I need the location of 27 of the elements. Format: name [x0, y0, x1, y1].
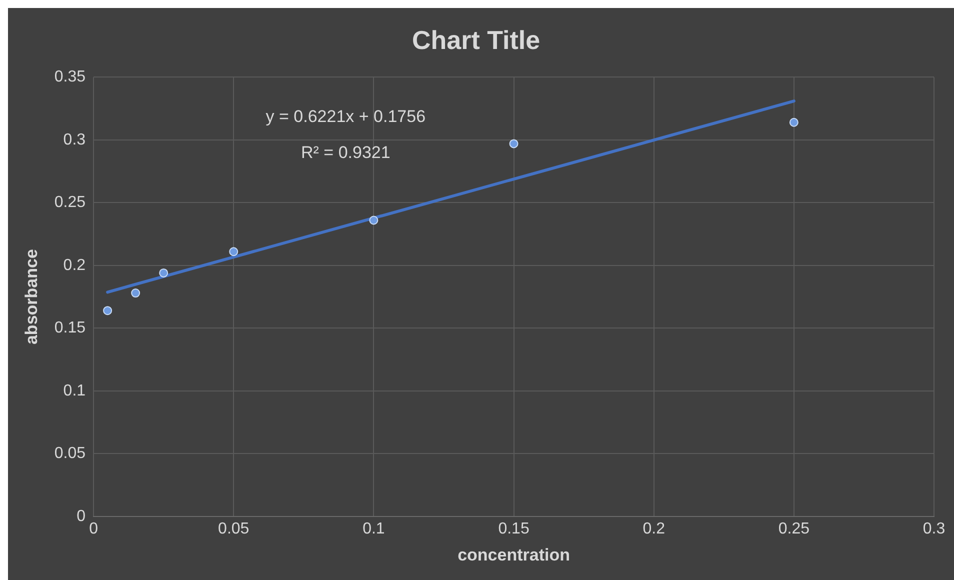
point [159, 268, 168, 278]
point [509, 139, 518, 148]
x-tick-label: 0 [89, 520, 98, 538]
x-tick-label: 0.1 [362, 520, 385, 538]
chart-title: Chart Title [412, 24, 540, 55]
x-tick-label: 0.25 [778, 520, 810, 538]
y-tick-label: 0.35 [54, 68, 86, 86]
point [103, 306, 112, 316]
point [369, 216, 378, 225]
y-tick-label: 0 [76, 508, 86, 525]
y-tick-label: 0.2 [63, 256, 86, 274]
y-axis-title: absorbance [22, 249, 41, 345]
x-axis-title: concentration [458, 545, 570, 564]
point [131, 288, 140, 298]
annotation: y = 0.6221x + 0.1756 [266, 106, 426, 126]
y-tick-label: 0.3 [63, 131, 86, 148]
point [789, 118, 798, 127]
x-tick-label: 0.05 [218, 520, 250, 538]
annotation: R² = 0.9321 [301, 142, 390, 162]
y-tick-label: 0.05 [54, 445, 86, 462]
y-tick-label: 0.15 [54, 320, 86, 337]
x-tick-label: 0.15 [498, 520, 530, 538]
x-tick-label: 0.3 [922, 520, 946, 538]
y-tick-label: 0.25 [54, 194, 86, 212]
x-tick-label: 0.2 [642, 520, 666, 538]
point [229, 247, 238, 256]
y-tick-label: 0.1 [63, 382, 86, 400]
